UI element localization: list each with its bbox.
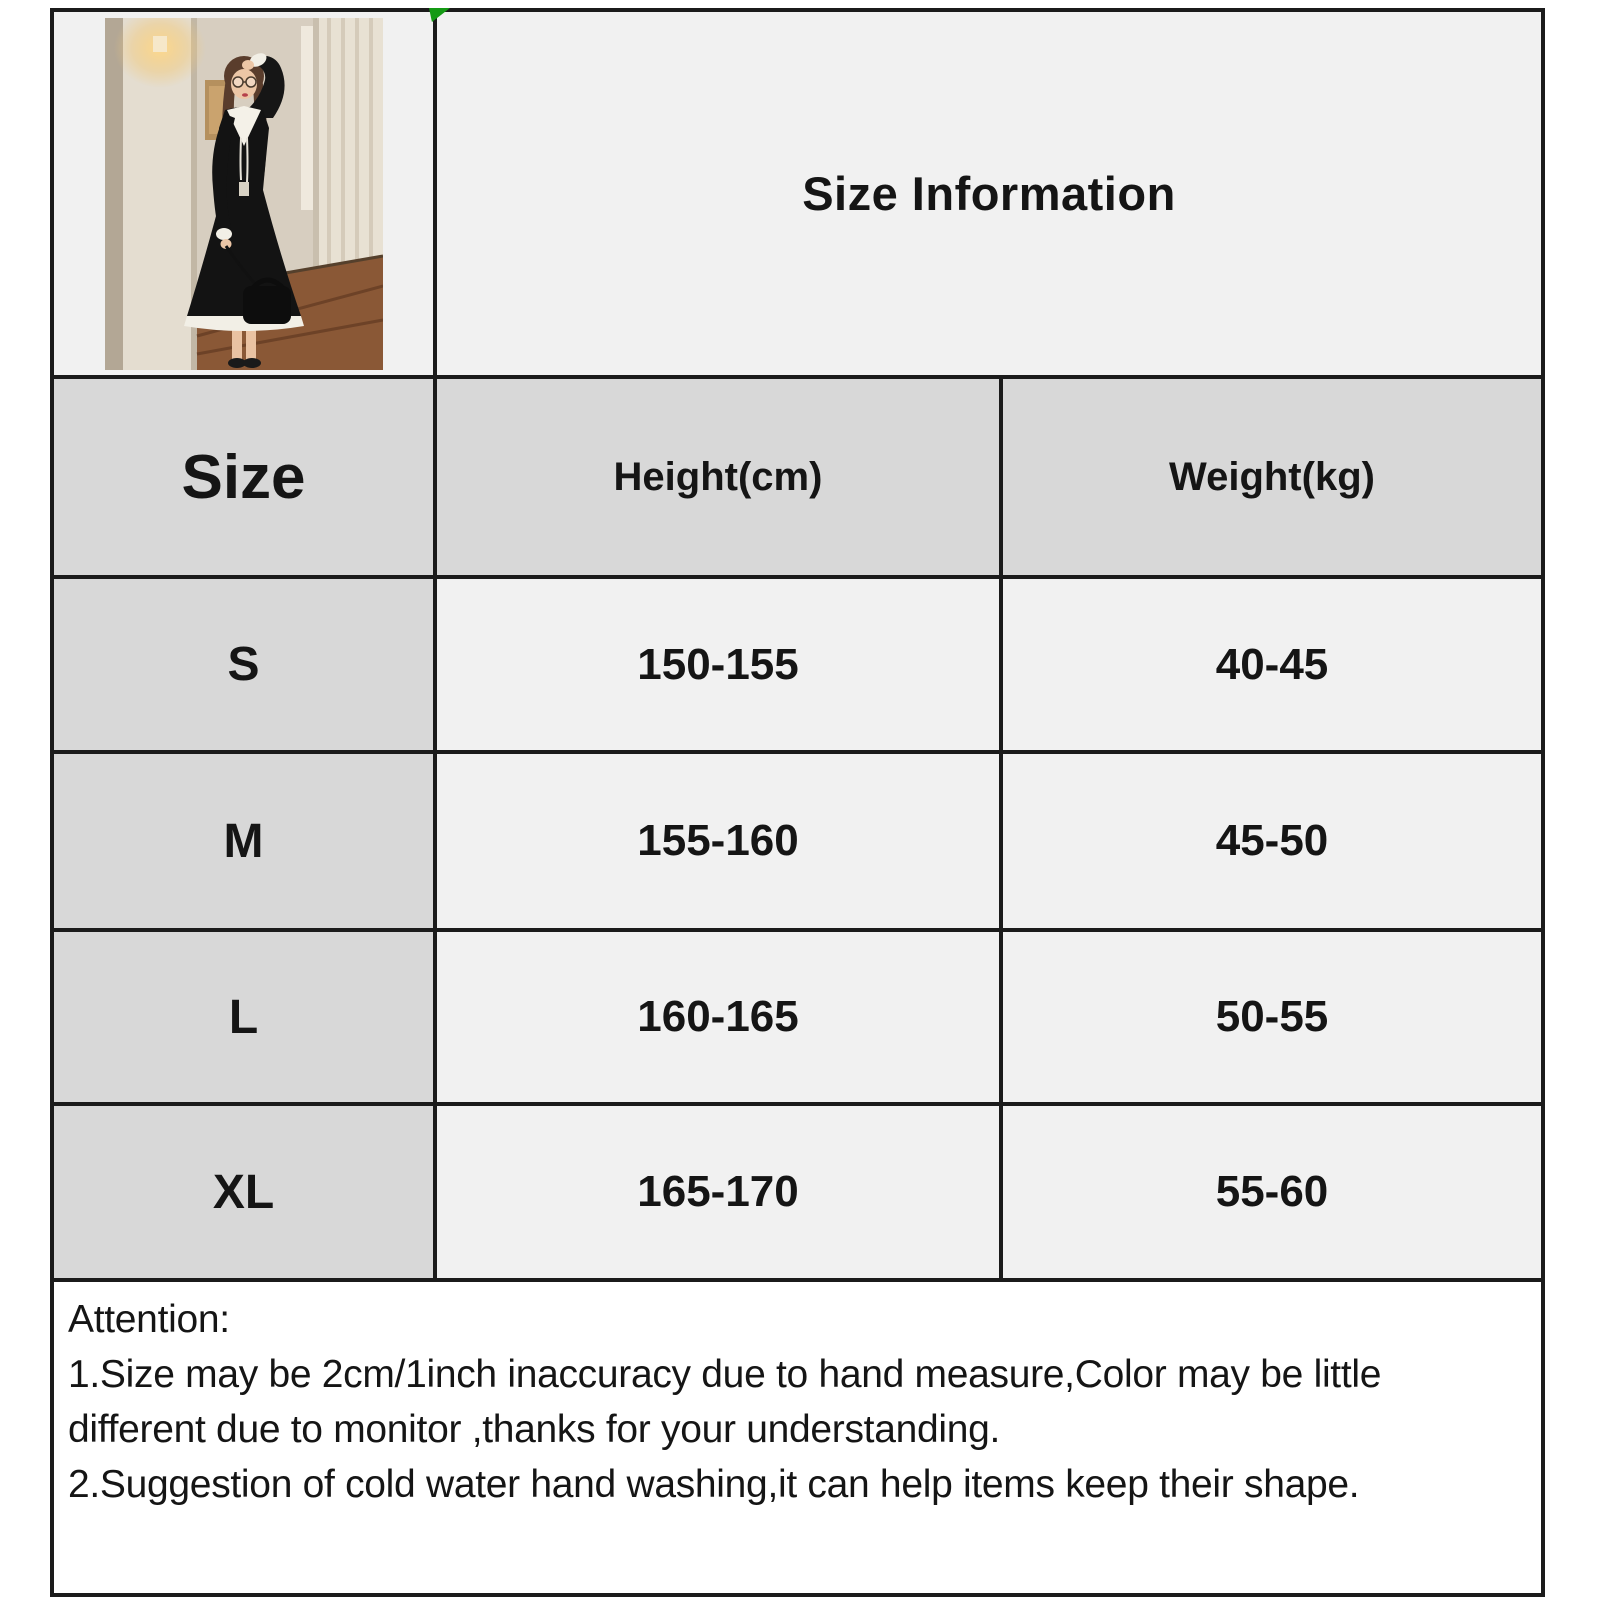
attention-heading: Attention: — [68, 1298, 230, 1341]
handbag-handle — [250, 277, 285, 290]
weight-cell-xl: 55-60 — [1003, 1106, 1541, 1278]
page-title: Size Information — [802, 167, 1176, 220]
product-photo-cell — [54, 12, 433, 375]
size-cell-s: S — [54, 579, 433, 750]
column-header-size: Size — [54, 379, 433, 575]
black-dress — [186, 106, 301, 316]
wall-lamp-glow — [113, 17, 206, 88]
wall-lamp — [152, 35, 167, 52]
column-header-weight: Weight(kg) — [1003, 379, 1541, 575]
column-header-height: Height(cm) — [437, 379, 999, 575]
model-in-black-dress-photo — [104, 17, 383, 370]
handbag — [242, 285, 291, 324]
raised-arm — [248, 55, 285, 118]
size-cell-m: M — [54, 754, 433, 928]
glasses — [231, 75, 244, 88]
height-cell-m: 155-160 — [437, 754, 999, 928]
attention-note: Attention: 1.Size may be 2cm/1inch inacc… — [54, 1282, 1541, 1593]
lowered-arm — [211, 113, 235, 232]
weight-cell-l: 50-55 — [1003, 932, 1541, 1102]
height-cell-l: 160-165 — [437, 932, 999, 1102]
model-figure — [183, 52, 304, 368]
white-collar — [226, 105, 261, 146]
weight-cell-s: 40-45 — [1003, 579, 1541, 750]
size-cell-l: L — [54, 932, 433, 1102]
size-cell-xl: XL — [54, 1106, 433, 1278]
pendant — [238, 181, 249, 196]
size-chart-table: Size Information Size Height(cm) Weight(… — [50, 8, 1545, 1597]
size-information-header: Size Information — [437, 12, 1541, 375]
height-cell-xl: 165-170 — [437, 1106, 999, 1278]
weight-cell-m: 45-50 — [1003, 754, 1541, 928]
attention-item-1: 1.Size may be 2cm/1inch inaccuracy due t… — [68, 1353, 1382, 1451]
attention-item-2: 2.Suggestion of cold water hand washing,… — [68, 1463, 1360, 1506]
height-cell-s: 150-155 — [437, 579, 999, 750]
